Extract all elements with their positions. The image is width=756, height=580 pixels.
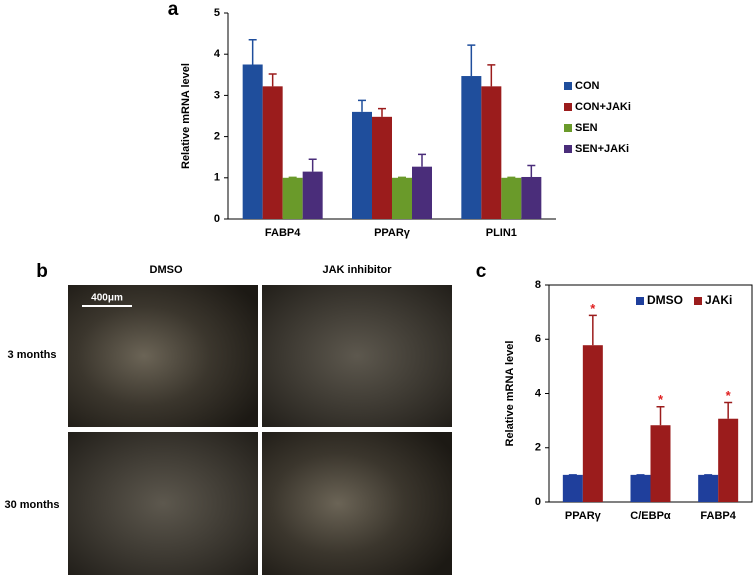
bar (372, 116, 392, 219)
bar (282, 177, 303, 219)
column-label: JAK inhibitor (322, 264, 392, 276)
y-tick-label: 4 (214, 48, 221, 60)
error-bar (358, 99, 366, 112)
bar (501, 177, 522, 219)
panel-letter: c (476, 261, 487, 282)
y-tick-label: 6 (535, 333, 541, 345)
row-label: 3 months (8, 349, 57, 361)
y-axis-label: Relative mRNA level (180, 63, 192, 169)
micrograph (262, 285, 452, 427)
micrograph (68, 285, 258, 427)
significance-mark: * (726, 388, 732, 403)
legend-label: CON (575, 80, 600, 92)
column-label: DMSO (150, 264, 183, 276)
bar (262, 86, 283, 219)
y-tick-label: 5 (214, 7, 220, 19)
error-bar (487, 64, 496, 87)
error-bar (527, 164, 536, 177)
error-bar (656, 406, 665, 426)
y-tick-label: 3 (214, 89, 220, 101)
bar (698, 474, 719, 502)
bar (630, 474, 651, 502)
bar (521, 176, 542, 219)
panel-letter: a (168, 0, 179, 20)
y-tick-label: 2 (535, 442, 541, 454)
error-bar (467, 44, 476, 77)
legend-swatch (564, 103, 572, 111)
legend-label: SEN (575, 122, 598, 134)
error-bar (724, 401, 733, 419)
y-tick-label: 8 (535, 279, 541, 291)
x-tick-label: FABP4 (700, 510, 736, 522)
y-tick-label: 1 (214, 172, 220, 184)
legend-swatch (564, 82, 572, 90)
y-axis-label: Relative mRNA level (504, 341, 516, 447)
y-tick-label: 4 (535, 387, 542, 399)
bar (412, 166, 432, 219)
bar (650, 425, 671, 502)
legend-swatch (636, 297, 644, 305)
scale-bar-label: 400μm (91, 293, 123, 304)
bar (718, 418, 739, 502)
x-tick-label: PLIN1 (486, 227, 517, 239)
row-label: 30 months (4, 499, 59, 511)
bar (302, 171, 323, 219)
micrograph (262, 432, 452, 575)
bar (461, 76, 482, 219)
micrograph (68, 432, 258, 575)
error-bar (268, 73, 277, 87)
x-tick-label: PPARγ (565, 510, 602, 522)
y-tick-label: 0 (535, 496, 541, 508)
bar (582, 345, 603, 502)
x-tick-label: C/EBPα (630, 510, 671, 522)
bar (352, 111, 372, 219)
legend-swatch (564, 145, 572, 153)
error-bar (378, 107, 386, 117)
error-bar (588, 314, 597, 346)
y-tick-label: 2 (214, 131, 220, 143)
legend-swatch (564, 124, 572, 132)
x-tick-label: FABP4 (265, 227, 301, 239)
panel-letter: b (36, 261, 48, 282)
error-bar (308, 158, 317, 172)
x-tick-label: PPARγ (374, 227, 411, 239)
bar (562, 474, 583, 502)
bar (242, 64, 263, 219)
legend-swatch (694, 297, 702, 305)
bar (481, 86, 502, 219)
significance-mark: * (590, 301, 596, 316)
bar (392, 177, 412, 219)
legend-label: DMSO (647, 293, 683, 307)
legend-label: JAKi (705, 293, 732, 307)
significance-mark: * (658, 392, 664, 407)
legend-label: SEN+JAKi (575, 143, 629, 155)
error-bar (248, 39, 257, 65)
y-tick-label: 0 (214, 213, 220, 225)
error-bar (418, 153, 426, 167)
legend-label: CON+JAKi (575, 101, 631, 113)
